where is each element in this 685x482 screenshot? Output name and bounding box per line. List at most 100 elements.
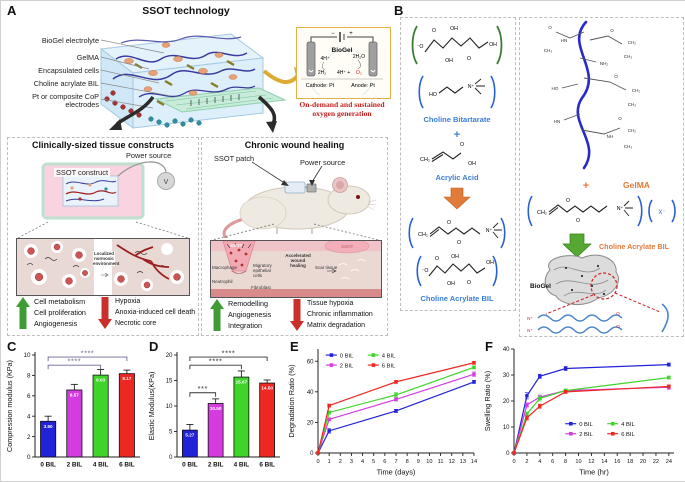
svg-text:8: 8 <box>27 373 31 380</box>
svg-text:2 BIL: 2 BIL <box>579 432 593 438</box>
mouse-scene <box>222 177 377 238</box>
svg-text:O: O <box>457 240 461 246</box>
healed-ssot-label: SSOT <box>341 244 354 249</box>
svg-text:N⁺: N⁺ <box>468 84 475 90</box>
svg-text:O: O <box>460 142 464 148</box>
svg-text:OH: OH <box>468 161 476 167</box>
svg-text:0 BIL: 0 BIL <box>182 462 198 469</box>
svg-text:20: 20 <box>640 459 646 465</box>
acrylic-skeleton <box>431 151 462 162</box>
svg-text:14: 14 <box>471 459 477 465</box>
scar-tissue-label: Scar tissue <box>315 265 338 270</box>
svg-text:NH₂: NH₂ <box>600 61 609 66</box>
ssot-construct-label: SSOT construct <box>54 168 111 177</box>
gelma-network <box>115 51 248 63</box>
svg-text:40: 40 <box>307 390 314 396</box>
biogel-label: BioGel <box>530 283 551 290</box>
green-brackets <box>411 25 503 65</box>
svg-text:10: 10 <box>426 459 432 465</box>
wound-down-list: Tissue hypoxia Chronic inflammation Matr… <box>307 298 373 331</box>
svg-text:4: 4 <box>538 459 541 465</box>
svg-text:O: O <box>616 311 620 316</box>
list-item: Tissue hypoxia <box>307 300 354 307</box>
choline-acrylate-bil-label: Choline Acrylate BIL <box>420 294 493 303</box>
svg-text:OH: OH <box>451 254 459 260</box>
svg-text:****: **** <box>81 349 95 358</box>
svg-text:O: O <box>566 198 570 204</box>
d-chart-svg: 0 5 10 15 20 5.27 0 BIL 10.50 2 BIL 15.67 4 BIL 14.… <box>147 349 280 469</box>
c-chart-svg: 0 2 4 6 8 10 3.50 0 BIL 6.57 2 BIL 8.03 4 BIL 8.17 6 … <box>5 349 140 469</box>
gelma-backbone <box>576 20 591 170</box>
wound-up-list: Remodelling Angiogenesis Integration <box>228 298 271 331</box>
layer-label-choline-acrylate-bil: Choline acrylate BIL <box>33 79 99 88</box>
svg-text:Time (hr): Time (hr) <box>579 468 609 477</box>
acrylic-acid-label: Acrylic Acid <box>435 173 478 182</box>
voltmeter <box>157 172 175 190</box>
svg-text:OH: OH <box>489 42 497 48</box>
svg-text:4: 4 <box>361 459 364 465</box>
gelma-label: GelMA <box>623 180 650 190</box>
svg-text:15: 15 <box>166 378 173 385</box>
anode-label: Anode: Pt <box>351 83 375 89</box>
svg-text:20: 20 <box>166 352 173 359</box>
wound-healing-title: Chronic wound healing <box>244 140 345 150</box>
down-arrow-icon <box>290 299 304 331</box>
svg-text:12: 12 <box>588 459 594 465</box>
svg-text:2: 2 <box>339 459 342 465</box>
svg-text:3.50: 3.50 <box>44 424 53 429</box>
svg-text:12: 12 <box>449 459 455 465</box>
svg-text:O: O <box>576 218 580 224</box>
svg-text:CH₂: CH₂ <box>537 210 547 216</box>
migratory-cells-label: Migratory epithelial cells <box>253 263 272 279</box>
svg-text:10: 10 <box>166 403 173 410</box>
tissue-down-list: Hypoxia Anoxia-induced cell death Necrot… <box>115 296 195 329</box>
list-item: Anoxia-induced cell death <box>115 309 196 316</box>
reaction-4h-o2: 4H⁺ + <box>337 70 350 76</box>
svg-text:O: O <box>432 28 436 34</box>
crosslinked-chain <box>537 314 623 322</box>
tissue-inset: Localized normoxic environment <box>16 238 190 296</box>
biogel-formation-scheme: HN O CH₃ NH₂ O CH₂ CH₃ HO O CH₂ CH₃ HN N… <box>527 20 676 334</box>
svg-text:6 BIL: 6 BIL <box>621 432 635 438</box>
panel-a-label: A <box>7 3 17 18</box>
svg-text:3: 3 <box>350 459 353 465</box>
svg-text:****: **** <box>222 349 236 358</box>
svg-text:6 BIL: 6 BIL <box>382 363 396 369</box>
tartrate-skeleton <box>424 37 489 53</box>
svg-text:O: O <box>447 220 451 226</box>
layer-label-biogel-electrolyte: BioGel electrolyte <box>41 36 99 45</box>
ssot-patch-label: SSOT patch <box>214 154 255 163</box>
tissue-constructs-title: Clinically-sized tissue constructs <box>31 140 175 150</box>
svg-text:14: 14 <box>601 459 607 465</box>
neutrophil-label: Neutrophil <box>212 279 233 284</box>
battery-minus: − <box>331 31 335 37</box>
counterion-label: X⁻ <box>658 210 665 216</box>
voltmeter-v: V <box>164 179 169 186</box>
svg-text:***: *** <box>198 384 208 393</box>
svg-text:6: 6 <box>383 459 386 465</box>
list-item: Integration <box>228 321 262 330</box>
svg-text:HN: HN <box>554 119 561 124</box>
svg-text:CH₃: CH₃ <box>628 102 637 107</box>
svg-text:10: 10 <box>575 459 581 465</box>
swelling-ratio-chart: 0 2 4 6 8 10 12 14 16 18 20 22 24 0 10 20 30 40 Time (hr) S… <box>483 340 683 478</box>
svg-text:HO: HO <box>552 86 559 91</box>
zoom-circle <box>590 272 618 300</box>
svg-text:14.50: 14.50 <box>261 386 273 391</box>
construct-cube <box>62 175 119 207</box>
tissue-inset-art <box>17 239 189 295</box>
svg-text:15.67: 15.67 <box>236 380 248 385</box>
svg-text:Elastic Modulus(KPa): Elastic Modulus(KPa) <box>147 372 156 441</box>
svg-text:6.57: 6.57 <box>70 392 79 397</box>
list-item: Angiogenesis <box>228 310 272 319</box>
svg-text:HN: HN <box>561 38 568 43</box>
blood-vessel <box>116 244 170 280</box>
panel-b-label: B <box>394 3 404 18</box>
wound-overlay <box>211 161 379 241</box>
svg-text:6: 6 <box>27 393 31 400</box>
svg-text:N⁺: N⁺ <box>617 206 624 212</box>
svg-text:O: O <box>616 324 620 329</box>
svg-text:0 BIL: 0 BIL <box>40 462 56 469</box>
up-arrow-icon <box>210 299 224 331</box>
